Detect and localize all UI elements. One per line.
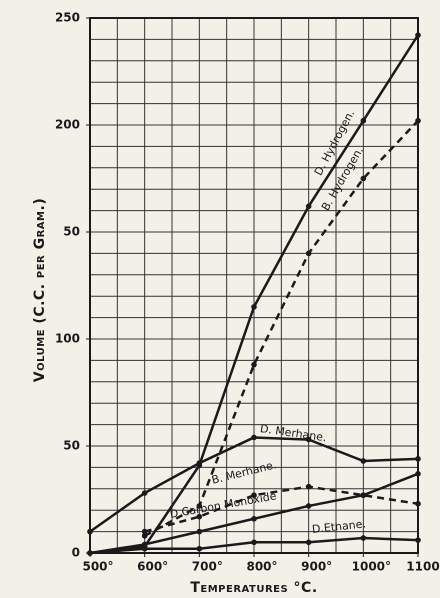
data-point bbox=[305, 250, 312, 257]
data-point bbox=[141, 490, 148, 496]
y-tick-label: 100 bbox=[55, 332, 80, 346]
y-tick-label: 50 bbox=[63, 225, 80, 239]
data-point bbox=[141, 528, 148, 535]
data-point bbox=[360, 175, 367, 182]
x-tick-label: 500° bbox=[82, 560, 113, 574]
data-point bbox=[360, 458, 367, 464]
x-tick-label: 800° bbox=[246, 560, 277, 574]
data-point bbox=[87, 550, 93, 556]
x-tick-label: 1000° bbox=[352, 560, 391, 574]
data-point bbox=[196, 513, 203, 520]
y-tick-label: 250 bbox=[55, 11, 80, 25]
data-point bbox=[360, 117, 367, 124]
x-tick-label: 600° bbox=[137, 560, 168, 574]
data-point bbox=[251, 434, 257, 441]
data-point bbox=[415, 471, 421, 477]
data-point bbox=[360, 535, 367, 541]
data-point bbox=[415, 537, 421, 543]
data-point bbox=[251, 515, 257, 522]
data-point bbox=[141, 541, 148, 548]
y-tick-label: 0 bbox=[72, 546, 80, 560]
series-line bbox=[144, 119, 419, 537]
series-label: B. Merhane. bbox=[210, 458, 277, 487]
x-tick-label: 900° bbox=[301, 560, 332, 574]
data-point bbox=[141, 545, 148, 552]
data-point bbox=[251, 304, 257, 310]
data-point bbox=[251, 361, 257, 368]
data-point bbox=[196, 545, 203, 552]
data-point bbox=[196, 503, 203, 509]
data-point bbox=[415, 456, 421, 462]
x-tick-label: 700° bbox=[192, 560, 223, 574]
y-axis-title: Volume (C.C. per Gram.) bbox=[32, 198, 48, 382]
data-point bbox=[305, 436, 312, 443]
data-point bbox=[305, 203, 312, 210]
data-point bbox=[305, 483, 312, 490]
data-point bbox=[196, 528, 203, 535]
data-point bbox=[196, 460, 203, 466]
series-label: D.Ethane. bbox=[311, 517, 366, 536]
y-tick-label: 200 bbox=[55, 118, 80, 132]
data-point bbox=[415, 32, 421, 38]
data-point bbox=[141, 533, 148, 539]
data-point bbox=[251, 492, 257, 499]
data-point bbox=[305, 539, 312, 546]
x-tick-label: 1100° bbox=[406, 560, 440, 574]
data-point bbox=[87, 528, 93, 535]
data-point bbox=[251, 539, 257, 546]
series-label: D. Merhane. bbox=[259, 422, 327, 444]
x-axis-title: Temperatures °C. bbox=[190, 580, 317, 596]
data-point bbox=[305, 503, 312, 509]
data-point bbox=[415, 500, 421, 507]
data-point bbox=[415, 117, 421, 124]
data-point bbox=[360, 492, 367, 499]
y-tick-label: 50 bbox=[63, 439, 80, 453]
